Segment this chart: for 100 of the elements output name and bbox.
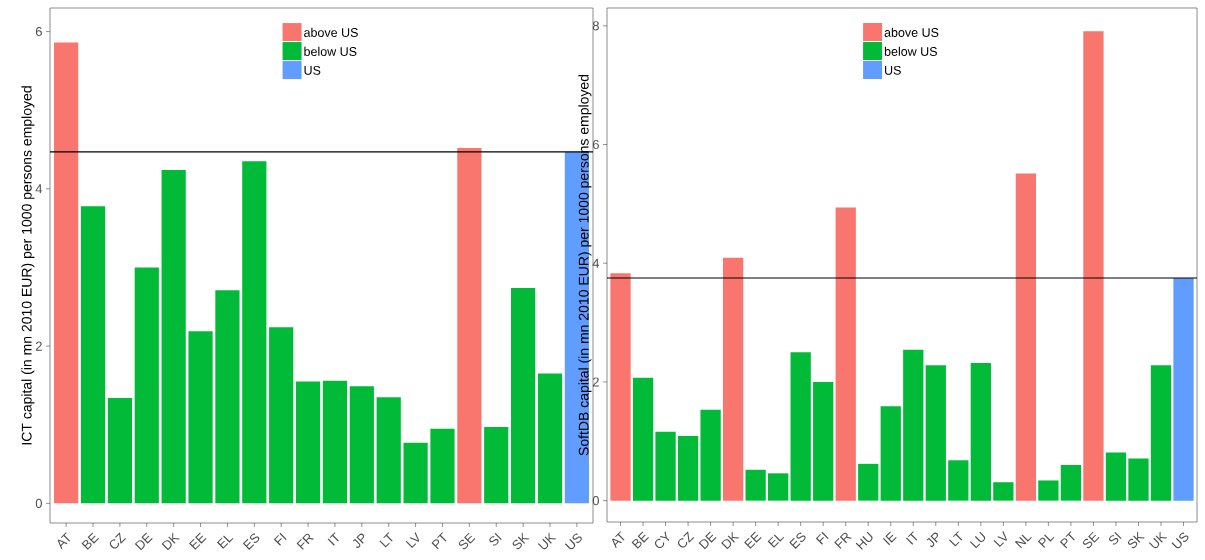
- x-tick-label: BE: [81, 532, 99, 550]
- bar: [858, 463, 879, 501]
- x-tick-label: IT: [327, 532, 339, 546]
- bar: [880, 406, 901, 501]
- y-tick-label: 4: [35, 184, 43, 194]
- bar: [948, 460, 969, 501]
- bar: [700, 409, 721, 501]
- x-tick-label: DK: [721, 531, 740, 550]
- bar: [745, 469, 766, 501]
- bar: [537, 373, 563, 504]
- x-tick-label: LT: [949, 531, 963, 547]
- x-tick-label: EL: [767, 534, 785, 548]
- x-tick-label: HU: [855, 531, 873, 550]
- x-tick-label: SI: [489, 532, 502, 546]
- x-tick-label: SI: [1109, 531, 1122, 545]
- bar: [457, 147, 482, 504]
- legend-label: US: [304, 65, 321, 75]
- x-tick-label: EE: [744, 531, 762, 549]
- bar: [107, 397, 132, 504]
- y-tick-label: 8: [592, 21, 599, 31]
- x-tick-label: UK: [1148, 531, 1168, 549]
- bar: [54, 42, 79, 504]
- bar: [80, 206, 106, 504]
- legend-label: below US: [304, 46, 357, 56]
- bar: [269, 327, 294, 504]
- x-tick-label: FR: [296, 533, 314, 550]
- x-tick-label: SE: [458, 532, 476, 550]
- y-axis-title: SoftDB capital (in mn 2010 EUR) per 1000 persons employed: [578, 74, 592, 456]
- bar: [403, 442, 428, 504]
- x-tick-label: SK: [1127, 531, 1145, 549]
- x-tick-label: AT: [57, 532, 71, 550]
- x-tick-label: DK: [161, 532, 180, 551]
- x-tick-label: US: [1171, 532, 1189, 549]
- bar: [134, 267, 159, 504]
- x-tick-label: BE: [631, 531, 649, 549]
- x-tick-label: FR: [834, 532, 852, 549]
- x-tick-label: LV: [405, 532, 420, 549]
- x-tick-label: EE: [189, 532, 207, 550]
- x-tick-label: US: [564, 533, 582, 550]
- x-tick-label: NL: [1014, 534, 1032, 549]
- bar: [993, 482, 1014, 501]
- bar: [1083, 31, 1104, 501]
- y-tick-label: 2: [592, 377, 599, 387]
- x-tick-label: DE: [134, 532, 153, 551]
- x-tick-label: LU: [969, 531, 986, 549]
- legend-label: below US: [884, 46, 937, 56]
- legend-label: US: [885, 65, 901, 75]
- bar: [484, 427, 509, 504]
- bar: [1105, 452, 1127, 501]
- bar: [722, 257, 744, 501]
- x-tick-label: IT: [905, 531, 918, 545]
- bar: [632, 377, 654, 501]
- x-tick-label: CZ: [109, 532, 127, 549]
- x-tick-label: SK: [512, 532, 530, 550]
- bar: [1015, 173, 1036, 501]
- x-tick-label: EL: [216, 535, 234, 549]
- bar: [161, 169, 186, 504]
- y-tick-label: 6: [592, 139, 599, 150]
- x-tick-label: AT: [612, 531, 625, 549]
- bar: [903, 349, 924, 501]
- x-tick-label: ES: [789, 532, 806, 549]
- bar: [349, 386, 374, 504]
- bar: [376, 397, 401, 504]
- x-tick-label: PT: [431, 532, 447, 550]
- x-tick-label: SE: [1082, 531, 1100, 549]
- y-tick-label: 2: [35, 341, 42, 351]
- bar: [1060, 465, 1082, 501]
- x-tick-label: LV: [993, 531, 1008, 548]
- bar: [188, 331, 213, 504]
- y-tick-label: 4: [592, 258, 600, 268]
- bar: [835, 207, 856, 501]
- bar: [430, 428, 455, 504]
- bar: [215, 290, 240, 504]
- x-tick-label: JP: [926, 532, 939, 547]
- x-tick-label: CY: [654, 531, 670, 549]
- x-tick-label: JP: [352, 533, 365, 548]
- bar: [322, 380, 348, 504]
- x-tick-label: FI: [273, 532, 287, 546]
- x-tick-label: PT: [1059, 531, 1075, 549]
- bar: [1150, 365, 1172, 501]
- bar: [1128, 458, 1149, 501]
- y-tick-label: 0: [35, 498, 42, 508]
- x-tick-label: DE: [698, 531, 717, 550]
- bar: [970, 362, 991, 501]
- y-tick-label: 0: [592, 496, 599, 506]
- bar: [677, 435, 699, 501]
- y-axis-title: ICT capital (in mn 2010 EUR) per 1000 persons employed: [21, 86, 35, 445]
- x-tick-label: FI: [815, 531, 829, 545]
- x-tick-label: CZ: [677, 531, 695, 548]
- bar: [295, 381, 321, 504]
- bar: [511, 287, 536, 504]
- x-tick-label: LT: [379, 532, 393, 548]
- bar: [610, 273, 631, 501]
- legend-label: above US: [884, 27, 939, 37]
- bar: [1038, 480, 1059, 501]
- y-tick-label: 6: [35, 26, 42, 37]
- bar: [1173, 278, 1194, 501]
- bar: [655, 431, 676, 501]
- bar: [813, 381, 834, 501]
- x-tick-label: UK: [537, 532, 557, 550]
